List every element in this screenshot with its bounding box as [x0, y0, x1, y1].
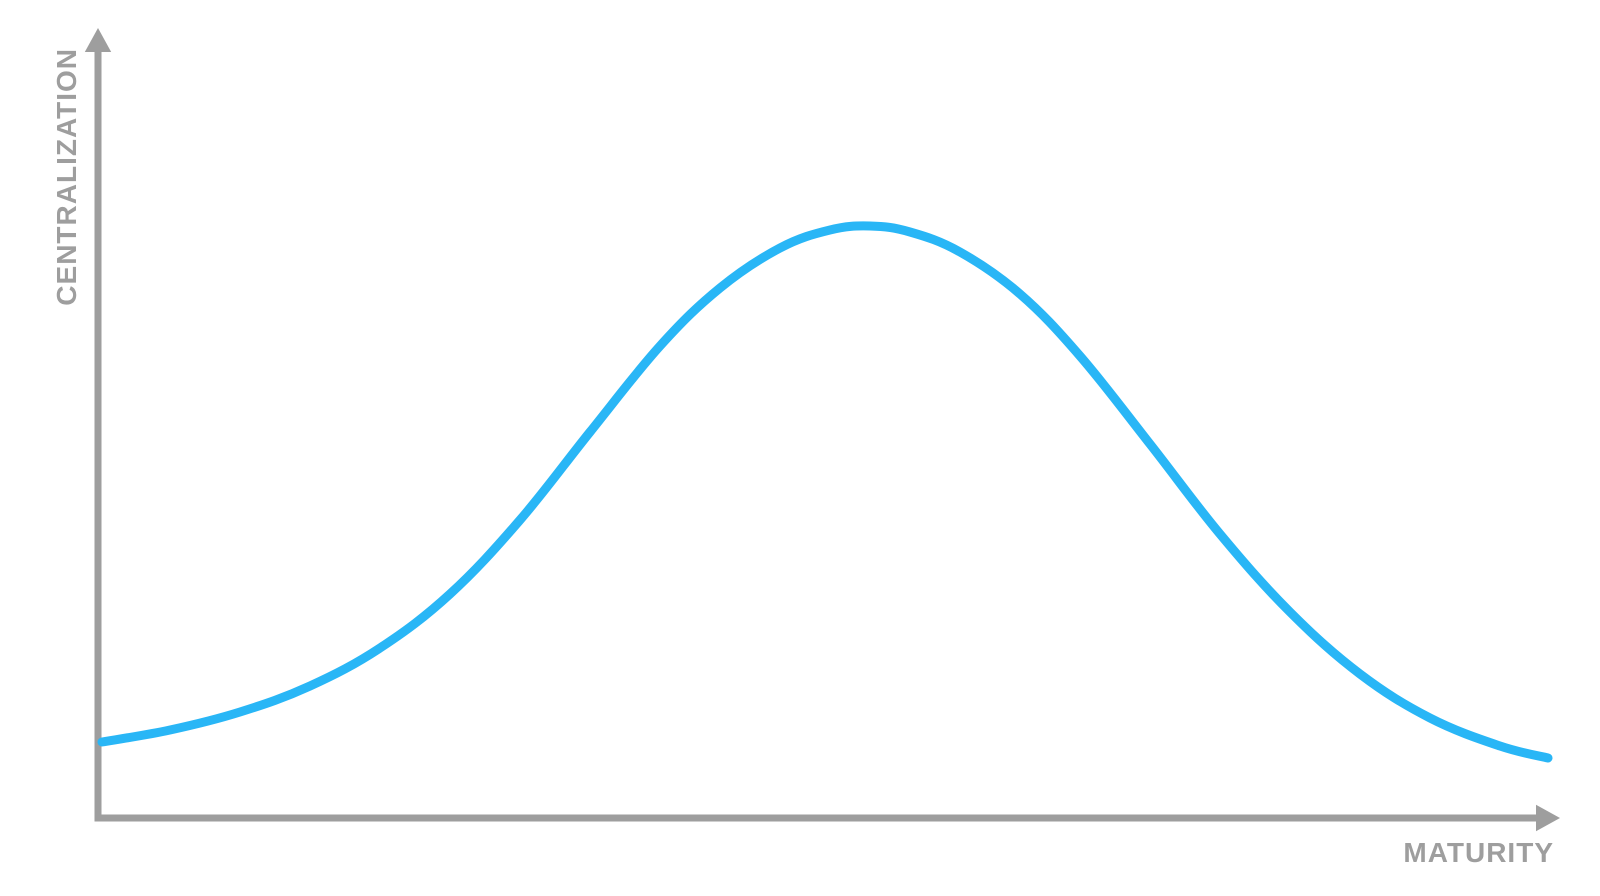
curve-line	[102, 226, 1548, 758]
x-axis-label: MATURITY	[1403, 837, 1554, 868]
chart-svg: MATURITY CENTRALIZATION	[0, 0, 1600, 896]
chart-container: MATURITY CENTRALIZATION	[0, 0, 1600, 896]
y-axis-label: CENTRALIZATION	[51, 48, 82, 306]
